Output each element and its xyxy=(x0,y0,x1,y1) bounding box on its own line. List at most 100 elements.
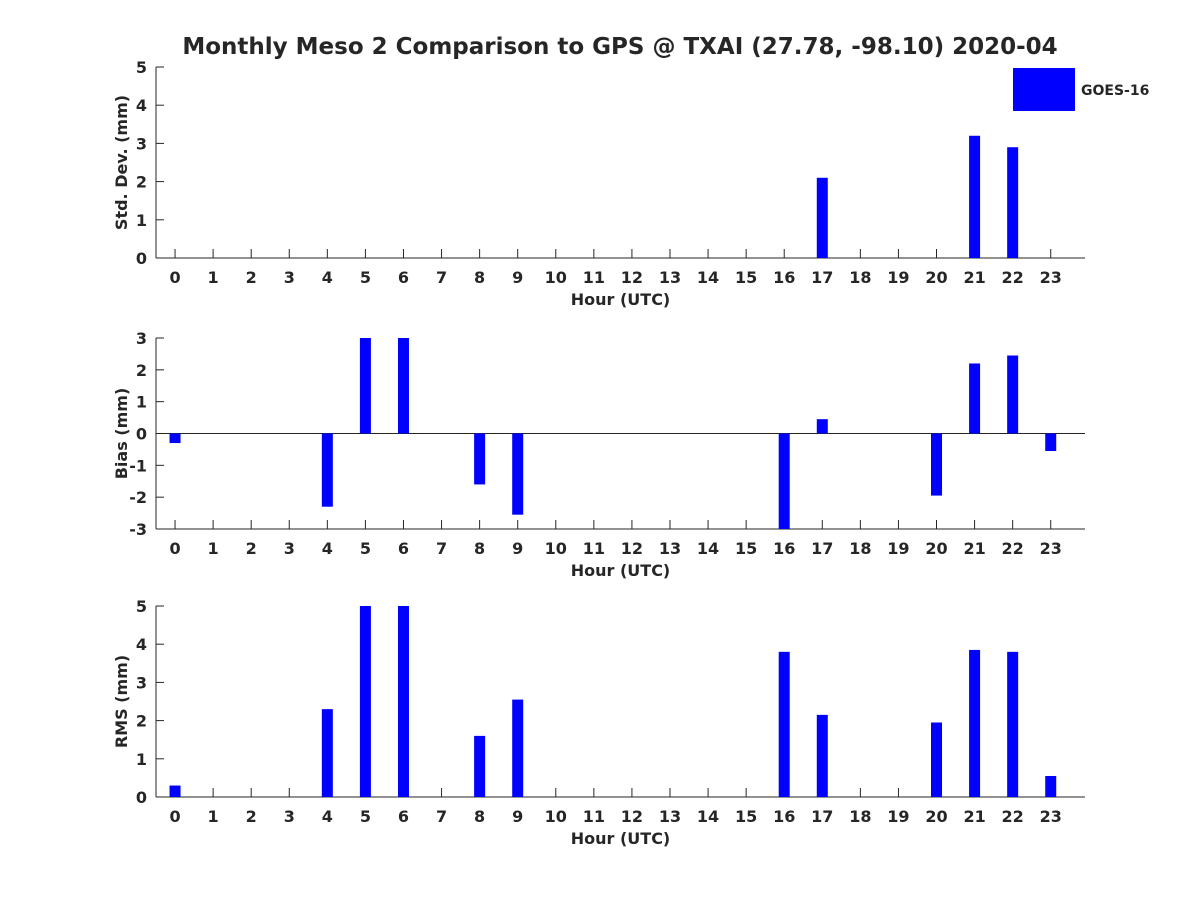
y-tick-label: 3 xyxy=(136,329,147,348)
x-tick-label: 22 xyxy=(1002,268,1024,287)
x-tick-label: 0 xyxy=(169,807,180,826)
x-tick-label: 12 xyxy=(621,539,643,558)
y-tick-label: 5 xyxy=(136,58,147,77)
y-tick-label: 2 xyxy=(136,173,147,192)
y-axis-label: Bias (mm) xyxy=(112,388,131,480)
x-tick-label: 18 xyxy=(849,539,871,558)
bar-hour-21 xyxy=(969,649,981,797)
y-tick-label: 0 xyxy=(136,425,147,444)
x-tick-label: 5 xyxy=(360,539,371,558)
x-tick-label: 13 xyxy=(659,539,681,558)
y-tick-label: 1 xyxy=(136,211,147,230)
x-tick-label: 10 xyxy=(545,268,567,287)
x-tick-label: 3 xyxy=(284,539,295,558)
bar-hour-22 xyxy=(1007,651,1019,797)
bar-hour-17 xyxy=(816,419,828,434)
x-tick-label: 6 xyxy=(398,807,409,826)
x-axis-label: Hour (UTC) xyxy=(571,829,671,848)
y-tick-label: 0 xyxy=(136,249,147,268)
x-tick-label: 13 xyxy=(659,268,681,287)
x-tick-label: 23 xyxy=(1040,807,1062,826)
x-tick-label: 22 xyxy=(1002,807,1024,826)
x-tick-label: 2 xyxy=(246,807,257,826)
x-tick-label: 14 xyxy=(697,807,719,826)
bar-hour-21 xyxy=(969,135,981,258)
bar-hour-8 xyxy=(474,735,486,797)
x-tick-label: 6 xyxy=(398,539,409,558)
bar-hour-9 xyxy=(512,433,524,515)
x-tick-label: 4 xyxy=(322,268,333,287)
x-tick-label: 2 xyxy=(246,539,257,558)
bar-hour-5 xyxy=(359,338,371,434)
x-tick-label: 20 xyxy=(925,807,947,826)
x-tick-label: 4 xyxy=(322,807,333,826)
x-tick-label: 10 xyxy=(545,539,567,558)
x-tick-label: 20 xyxy=(925,539,947,558)
x-tick-label: 19 xyxy=(887,807,909,826)
x-tick-label: 3 xyxy=(284,268,295,287)
x-tick-label: 23 xyxy=(1040,539,1062,558)
x-tick-label: 1 xyxy=(208,268,219,287)
x-tick-label: 7 xyxy=(436,268,447,287)
x-axis-label: Hour (UTC) xyxy=(571,561,671,580)
bar-hour-0 xyxy=(169,433,181,444)
bar-hour-20 xyxy=(931,722,943,797)
x-tick-label: 17 xyxy=(811,539,833,558)
x-tick-label: 12 xyxy=(621,807,643,826)
bar-hour-4 xyxy=(321,709,333,797)
bar-hour-16 xyxy=(778,651,790,797)
y-tick-label: 0 xyxy=(136,788,147,807)
bar-hour-23 xyxy=(1045,433,1057,452)
x-tick-label: 21 xyxy=(963,268,985,287)
x-tick-label: 16 xyxy=(773,807,795,826)
x-tick-label: 13 xyxy=(659,807,681,826)
x-tick-label: 21 xyxy=(963,807,985,826)
x-tick-label: 16 xyxy=(773,268,795,287)
bar-hour-20 xyxy=(931,433,943,496)
bar-hour-22 xyxy=(1007,147,1019,258)
y-tick-label: -1 xyxy=(129,456,147,475)
y-tick-label: -2 xyxy=(129,488,147,507)
bar-hour-5 xyxy=(359,606,371,797)
y-tick-label: 3 xyxy=(136,134,147,153)
bar-hour-16 xyxy=(778,433,790,529)
x-tick-label: 9 xyxy=(512,268,523,287)
x-tick-label: 7 xyxy=(436,539,447,558)
x-tick-label: 0 xyxy=(169,268,180,287)
x-tick-label: 16 xyxy=(773,539,795,558)
x-tick-label: 15 xyxy=(735,807,757,826)
legend-label: GOES-16 xyxy=(1081,83,1149,99)
x-tick-label: 8 xyxy=(474,268,485,287)
y-tick-label: 1 xyxy=(136,750,147,769)
x-tick-label: 14 xyxy=(697,268,719,287)
x-tick-label: 11 xyxy=(583,807,605,826)
bar-hour-8 xyxy=(474,433,486,485)
y-tick-label: 3 xyxy=(136,673,147,692)
x-tick-label: 5 xyxy=(360,807,371,826)
x-tick-label: 21 xyxy=(963,539,985,558)
bar-hour-17 xyxy=(816,714,828,797)
y-tick-label: 4 xyxy=(136,635,147,654)
bar-hour-6 xyxy=(397,606,409,797)
bar-hour-4 xyxy=(321,433,333,507)
x-tick-label: 9 xyxy=(512,807,523,826)
x-tick-label: 14 xyxy=(697,539,719,558)
bar-hour-23 xyxy=(1045,775,1057,797)
x-tick-label: 4 xyxy=(322,539,333,558)
y-axis-label: RMS (mm) xyxy=(112,655,131,748)
x-tick-label: 20 xyxy=(925,268,947,287)
x-tick-label: 18 xyxy=(849,807,871,826)
x-tick-label: 22 xyxy=(1002,539,1024,558)
x-tick-label: 7 xyxy=(436,807,447,826)
x-tick-label: 19 xyxy=(887,268,909,287)
x-tick-label: 8 xyxy=(474,539,485,558)
bar-hour-22 xyxy=(1007,355,1019,434)
x-tick-label: 23 xyxy=(1040,268,1062,287)
y-tick-label: 4 xyxy=(136,96,147,115)
x-tick-label: 12 xyxy=(621,268,643,287)
bar-hour-17 xyxy=(816,177,828,258)
